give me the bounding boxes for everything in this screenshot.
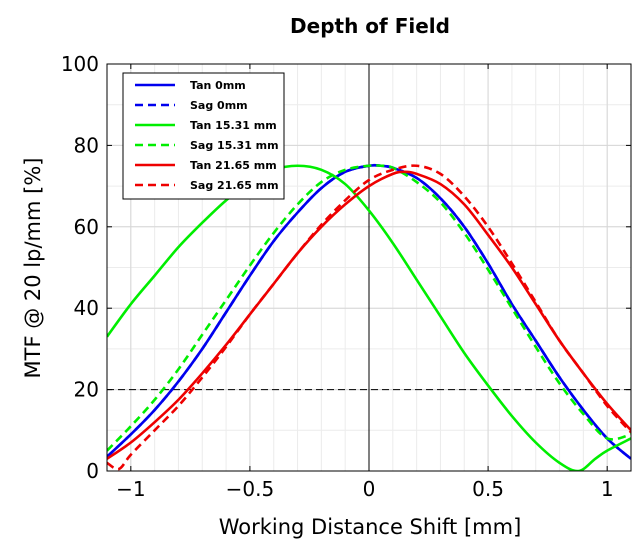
chart-title: Depth of Field xyxy=(290,14,450,38)
tick-labels: −1 −0.5 0 0.5 1 0 20 40 60 80 100 xyxy=(61,52,614,501)
y-axis-label: MTF @ 20 lp/mm [%] xyxy=(21,158,45,379)
y-tick-label: 0 xyxy=(86,459,99,483)
series-line-5 xyxy=(107,164,631,471)
y-tick-label: 40 xyxy=(74,296,99,320)
legend: Tan 0mm Sag 0mm Tan 15.31 mm Sag 15.31 mm Ta… xyxy=(122,72,285,200)
x-tick-label: 0 xyxy=(363,477,376,501)
legend-entry: Sag 0mm xyxy=(190,99,248,112)
legend-entry: Sag 21.65 mm xyxy=(190,179,279,192)
x-axis-label: Working Distance Shift [mm] xyxy=(219,515,522,539)
plot-lines xyxy=(107,163,631,471)
y-tick-label: 100 xyxy=(61,52,99,76)
axis-ticks xyxy=(107,63,631,472)
legend-entry: Tan 0mm xyxy=(190,79,246,92)
legend-entry: Tan 21.65 mm xyxy=(190,159,277,172)
legend-box xyxy=(122,72,285,200)
series-line-1 xyxy=(107,163,631,460)
series-line-2 xyxy=(107,164,631,471)
x-tick-label: −0.5 xyxy=(226,477,275,501)
y-tick-label: 60 xyxy=(74,215,99,239)
legend-entry: Tan 15.31 mm xyxy=(190,119,277,132)
x-tick-label: −1 xyxy=(116,477,145,501)
y-tick-label: 80 xyxy=(74,133,99,157)
y-tick-label: 20 xyxy=(74,378,99,402)
series-line-3 xyxy=(107,164,631,452)
legend-entry: Sag 15.31 mm xyxy=(190,139,279,152)
x-tick-label: 1 xyxy=(601,477,614,501)
x-tick-label: 0.5 xyxy=(472,477,504,501)
